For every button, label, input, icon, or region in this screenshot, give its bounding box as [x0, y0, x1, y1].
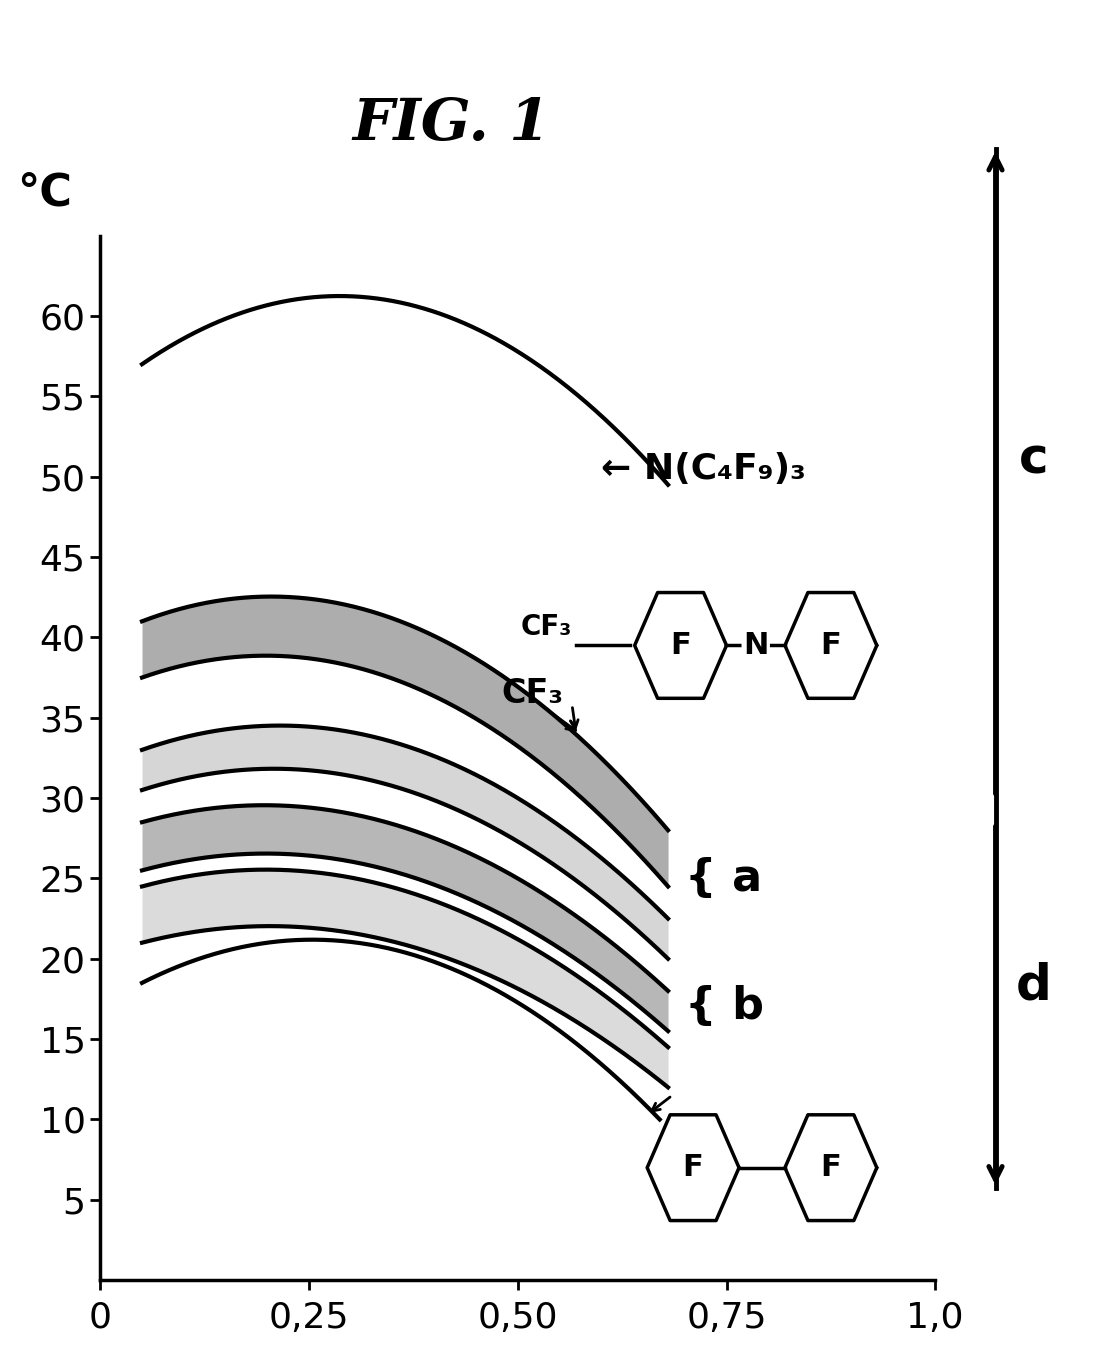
- Text: CF₃: CF₃: [520, 613, 572, 641]
- Text: c: c: [1020, 435, 1048, 483]
- Text: ← N(C₄F₉)₃: ← N(C₄F₉)₃: [602, 452, 806, 486]
- Text: F: F: [821, 630, 842, 660]
- Text: F: F: [670, 630, 691, 660]
- Text: d: d: [1016, 961, 1052, 1010]
- Text: { a: { a: [684, 857, 762, 900]
- Text: F: F: [821, 1153, 842, 1183]
- Text: N: N: [742, 630, 769, 660]
- Text: FIG. 1: FIG. 1: [352, 96, 550, 153]
- Text: °C: °C: [16, 171, 72, 215]
- Text: CF₃: CF₃: [502, 678, 563, 710]
- Text: { b: { b: [684, 986, 763, 1029]
- Text: F: F: [683, 1153, 704, 1183]
